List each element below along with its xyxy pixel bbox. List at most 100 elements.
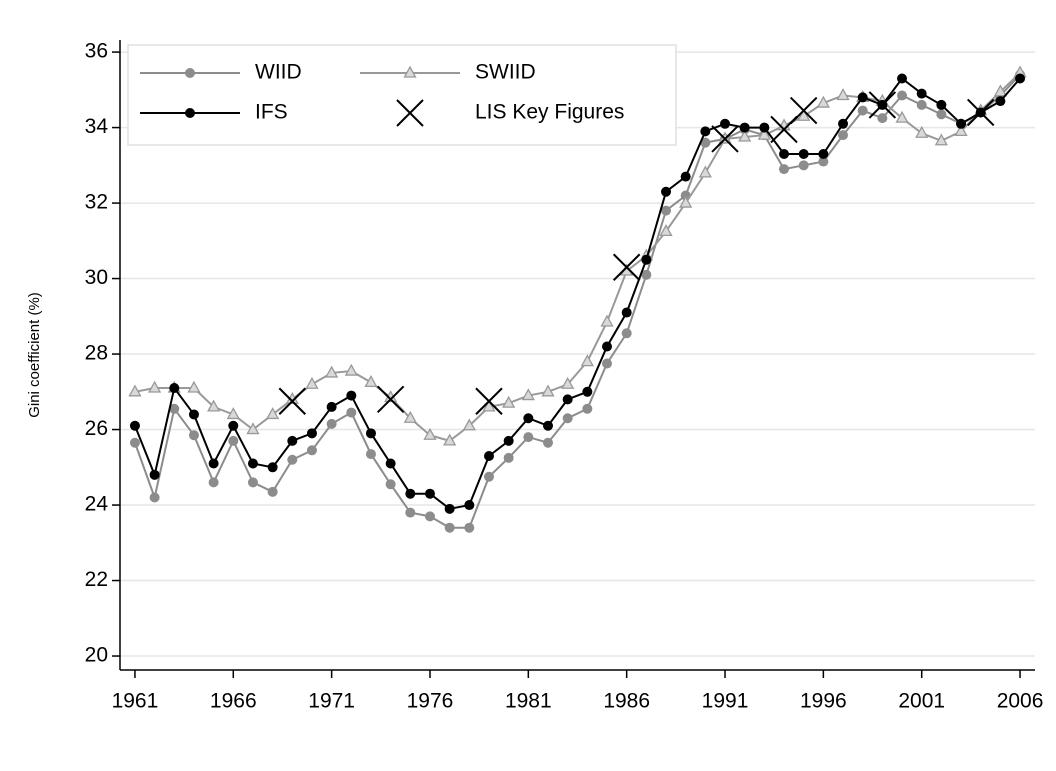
data-point [779, 164, 790, 175]
data-point [838, 130, 849, 141]
data-point [562, 413, 573, 424]
x-tick-label: 1991 [702, 690, 749, 713]
data-point [818, 148, 829, 159]
data-point [816, 95, 830, 108]
data-point [836, 88, 850, 101]
data-point [779, 148, 790, 159]
x-tick-label: 1966 [210, 690, 257, 713]
data-point [228, 435, 239, 446]
data-point [698, 165, 712, 178]
x-tick-label: 1976 [407, 690, 454, 713]
data-point [129, 420, 140, 431]
data-point [720, 118, 731, 129]
data-point [403, 410, 417, 423]
data-point [376, 385, 405, 414]
data-point [278, 387, 307, 415]
data-point [993, 84, 1007, 97]
data-point [956, 118, 967, 129]
data-point [582, 403, 593, 414]
data-point [267, 462, 278, 473]
x-tick-label: 2006 [997, 690, 1044, 713]
data-point [287, 435, 298, 446]
data-point [424, 511, 435, 522]
data-point [936, 99, 947, 110]
data-point [661, 205, 672, 216]
data-point [612, 253, 641, 281]
data-point [226, 407, 240, 420]
data-point [149, 492, 160, 503]
data-point [700, 126, 711, 137]
legend-marker [396, 99, 424, 127]
data-point [228, 420, 239, 431]
data-point [187, 380, 201, 393]
data-point [287, 454, 298, 465]
data-point [462, 418, 476, 431]
data-point [306, 428, 317, 439]
data-point [897, 90, 908, 101]
data-point [621, 328, 632, 339]
data-point [266, 407, 280, 420]
data-point [542, 437, 553, 448]
y-tick-label: 34 [85, 115, 109, 138]
data-point [857, 105, 868, 116]
data-point [602, 358, 613, 369]
data-point [247, 477, 258, 488]
data-point [680, 171, 691, 182]
y-axis-label: Gini coefficient (%) [26, 292, 43, 418]
x-tick-label: 1996 [800, 690, 847, 713]
data-point [483, 471, 494, 482]
data-point [521, 388, 535, 401]
data-point [169, 403, 180, 414]
data-point [542, 420, 553, 431]
data-point [188, 430, 199, 441]
data-point [364, 375, 378, 388]
data-point [738, 129, 752, 142]
x-tick-label: 1971 [308, 690, 355, 713]
data-point [798, 148, 809, 159]
x-tick-label: 1986 [603, 690, 650, 713]
data-point [326, 418, 337, 429]
data-point [503, 435, 514, 446]
data-point [482, 399, 496, 412]
data-point [562, 394, 573, 405]
data-point [967, 98, 995, 127]
data-point [600, 314, 614, 327]
data-point [149, 469, 160, 480]
y-tick-label: 28 [85, 342, 108, 365]
y-tick-label: 32 [85, 191, 108, 214]
data-point [443, 433, 457, 446]
data-point [385, 458, 396, 469]
data-point [895, 110, 909, 123]
data-point [580, 354, 594, 367]
data-point [346, 390, 357, 401]
data-point [679, 195, 693, 208]
data-point [759, 122, 770, 133]
data-point [148, 380, 162, 393]
data-point [503, 452, 514, 463]
data-point [757, 127, 771, 140]
x-tick-label: 1961 [112, 690, 159, 713]
data-point [385, 479, 396, 490]
data-point [916, 88, 927, 99]
data-point [818, 156, 829, 167]
data-point [582, 386, 593, 397]
data-point [424, 488, 435, 499]
data-point [661, 186, 672, 197]
data-point [995, 96, 1006, 107]
series-line [134, 77, 1021, 510]
data-point [306, 445, 317, 456]
y-tick-label: 24 [85, 493, 109, 516]
x-tick-label: 1981 [505, 690, 552, 713]
data-point [936, 109, 947, 120]
data-point [602, 341, 613, 352]
y-tick-label: 20 [85, 644, 108, 667]
data-point [561, 376, 575, 389]
legend-label: SWIID [475, 61, 536, 84]
y-tick-label: 36 [85, 40, 108, 63]
data-point [954, 123, 968, 136]
data-point [444, 522, 455, 533]
data-point [475, 387, 503, 415]
data-point [797, 108, 811, 121]
x-tick-label: 2001 [898, 690, 945, 713]
